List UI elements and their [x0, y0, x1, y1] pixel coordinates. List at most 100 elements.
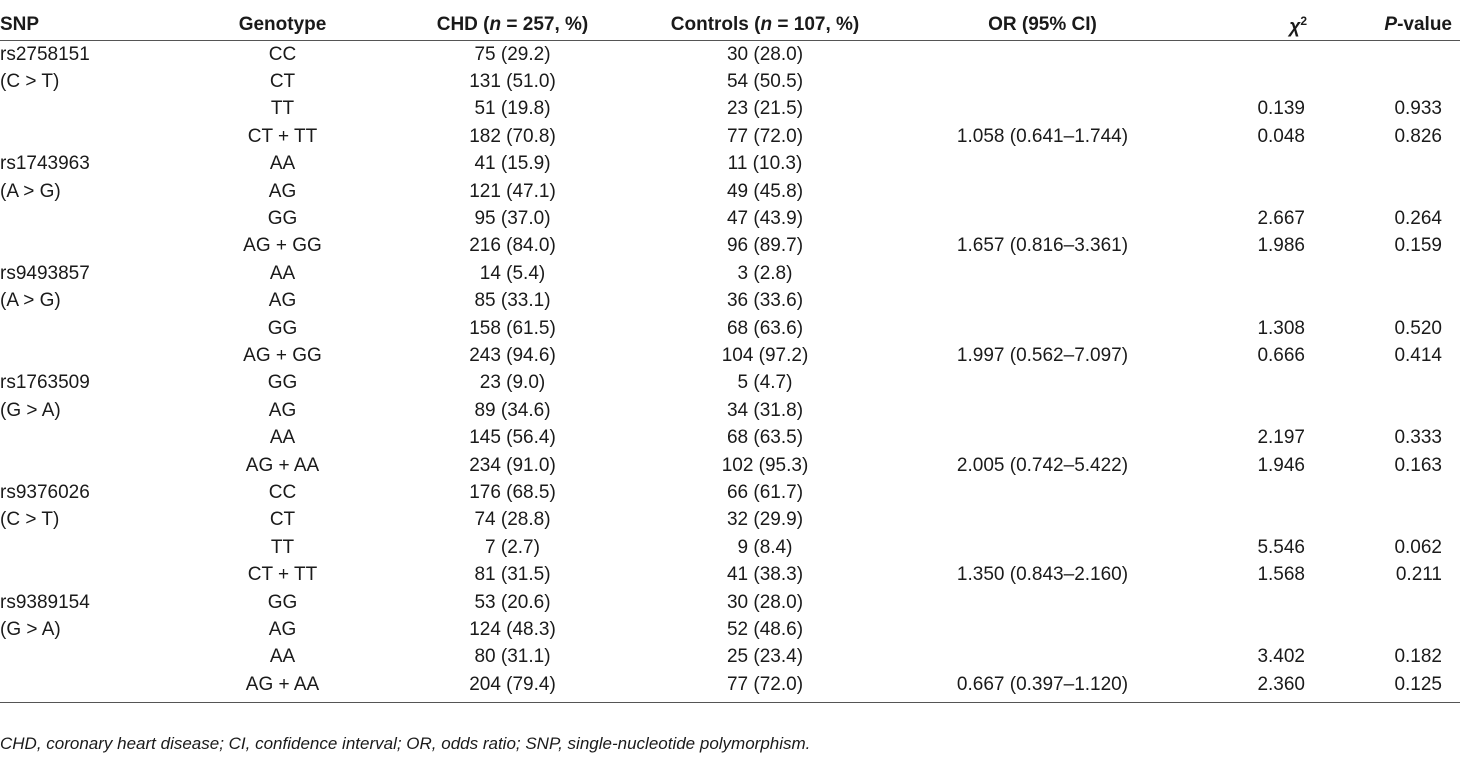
or-cell	[900, 68, 1185, 95]
genotype-cell: AG + AA	[245, 454, 320, 476]
chd-cell: 7 (2.7)	[485, 536, 540, 558]
p-value-cell: 0.062	[1394, 536, 1442, 558]
controls-cell: 11 (10.3)	[727, 153, 803, 175]
chi2-cell	[1185, 479, 1315, 506]
table-row: (G > A) AG 124 (48.3) 52 (48.6)	[0, 616, 1460, 643]
chd-cell: 74 (28.8)	[474, 509, 551, 531]
table-row: CT + TT 81 (31.5) 41 (38.3) 1.350 (0.843–2.…	[0, 561, 1460, 588]
p-value-cell	[1315, 178, 1460, 205]
snp-cell	[0, 561, 170, 588]
chi2-cell	[1185, 506, 1315, 533]
chi2-cell: 0.048	[1257, 125, 1305, 147]
table-footnote: CHD, coronary heart disease; CI, confide…	[0, 734, 811, 753]
or-cell	[900, 616, 1185, 643]
snp-cell: (A > G)	[0, 290, 61, 312]
chd-cell: 89 (34.6)	[474, 399, 551, 421]
chd-cell: 216 (84.0)	[469, 235, 556, 257]
genotype-table: SNP Genotype CHD (n = 257, %) Controls (…	[0, 0, 1460, 704]
controls-cell: 9 (8.4)	[737, 536, 793, 558]
controls-cell: 68 (63.5)	[726, 427, 804, 449]
header-p-rest: -value	[1397, 14, 1452, 35]
genotype-cell: GG	[267, 207, 298, 229]
header-row: SNP Genotype CHD (n = 257, %) Controls (…	[0, 0, 1460, 40]
chd-cell: 75 (29.2)	[474, 43, 551, 65]
genotype-cell: AA	[269, 262, 296, 284]
genotype-cell: AG + GG	[243, 235, 322, 257]
p-value-cell: 0.182	[1394, 646, 1442, 668]
chi2-cell: 5.546	[1257, 536, 1305, 558]
p-value-cell	[1315, 260, 1460, 287]
controls-cell: 77 (72.0)	[726, 125, 804, 147]
genotype-cell: AA	[269, 153, 296, 175]
or-cell: 1.350 (0.843–2.160)	[956, 564, 1129, 586]
p-value-cell: 0.211	[1395, 564, 1442, 586]
snp-cell: (G > A)	[0, 619, 61, 641]
chd-cell: 95 (37.0)	[474, 207, 551, 229]
or-cell	[900, 643, 1185, 670]
header-chd-post: = 257, %)	[501, 14, 589, 35]
chi2-cell	[1185, 589, 1315, 616]
controls-cell: 34 (31.8)	[726, 399, 804, 421]
table-row: rs9376026 CC 176 (68.5) 66 (61.7)	[0, 479, 1460, 506]
or-cell	[900, 534, 1185, 561]
header-chd-pre: CHD (	[436, 14, 490, 35]
controls-cell: 77 (72.0)	[630, 670, 900, 704]
p-value-cell: 0.333	[1394, 427, 1442, 449]
p-value-cell: 0.264	[1394, 207, 1442, 229]
chd-cell: 158 (61.5)	[469, 317, 556, 339]
p-value-cell	[1315, 150, 1460, 177]
controls-cell: 54 (50.5)	[726, 70, 804, 92]
or-cell	[900, 40, 1185, 68]
snp-cell	[0, 232, 170, 259]
controls-cell: 25 (23.4)	[726, 646, 804, 668]
snp-cell	[0, 670, 170, 704]
or-cell	[900, 397, 1185, 424]
table-row: rs9389154 GG 53 (20.6) 30 (28.0)	[0, 589, 1460, 616]
chd-cell: 14 (5.4)	[479, 262, 546, 284]
p-value-cell: 0.826	[1394, 125, 1442, 147]
table-row: GG 158 (61.5) 68 (63.6) 1.308 0.520	[0, 315, 1460, 342]
table-row: TT 51 (19.8) 23 (21.5) 0.139 0.933	[0, 95, 1460, 122]
p-value-cell: 0.933	[1394, 98, 1442, 120]
header-genotype-label: Genotype	[238, 14, 327, 35]
table-row: (A > G) AG 121 (47.1) 49 (45.8)	[0, 178, 1460, 205]
snp-cell	[0, 95, 170, 122]
p-value-cell: 0.520	[1394, 317, 1442, 339]
genotype-cell: AG + AA	[170, 670, 395, 704]
table-row: rs9493857 AA 14 (5.4) 3 (2.8)	[0, 260, 1460, 287]
or-cell	[900, 369, 1185, 396]
genotype-cell: AG	[268, 399, 297, 421]
header-controls-pre: Controls (	[670, 14, 761, 35]
table-row: AA 145 (56.4) 68 (63.5) 2.197 0.333	[0, 424, 1460, 451]
table-row: AG + AA 234 (91.0) 102 (95.3) 2.005 (0.742–…	[0, 452, 1460, 479]
snp-cell	[0, 424, 170, 451]
snp-cell: rs2758151	[0, 43, 90, 65]
header-controls-n: n	[760, 14, 773, 35]
chd-cell: 121 (47.1)	[469, 180, 556, 202]
chi2-cell: 0.139	[1257, 98, 1305, 120]
snp-cell	[0, 643, 170, 670]
table-row: (C > T) CT 74 (28.8) 32 (29.9)	[0, 506, 1460, 533]
or-cell	[900, 506, 1185, 533]
table-body: rs2758151 CC 75 (29.2) 30 (28.0) (C > T) CT 13…	[0, 40, 1460, 704]
snp-cell: (C > T)	[0, 70, 60, 92]
chd-cell: 23 (9.0)	[479, 372, 546, 394]
controls-cell: 3 (2.8)	[737, 262, 793, 284]
table-row: AG + GG 216 (84.0) 96 (89.7) 1.657 (0.816–3…	[0, 232, 1460, 259]
or-cell: 1.997 (0.562–7.097)	[956, 344, 1129, 366]
header-chi-sup: 2	[1300, 14, 1307, 28]
chi2-cell	[1185, 150, 1315, 177]
p-value-cell	[1315, 479, 1460, 506]
table-row: (G > A) AG 89 (34.6) 34 (31.8)	[0, 397, 1460, 424]
controls-cell: 104 (97.2)	[721, 344, 809, 366]
p-value-cell: 0.163	[1394, 454, 1442, 476]
header-genotype: Genotype	[170, 0, 395, 40]
chi2-cell	[1185, 287, 1315, 314]
table-row: (C > T) CT 131 (51.0) 54 (50.5)	[0, 68, 1460, 95]
table-row: rs1743963 AA 41 (15.9) 11 (10.3)	[0, 150, 1460, 177]
p-value-cell: 0.125	[1315, 670, 1460, 704]
p-value-cell	[1315, 287, 1460, 314]
chi2-cell: 1.946	[1257, 454, 1305, 476]
chi2-cell: 2.667	[1257, 207, 1305, 229]
chi2-cell: 2.360	[1185, 670, 1315, 704]
